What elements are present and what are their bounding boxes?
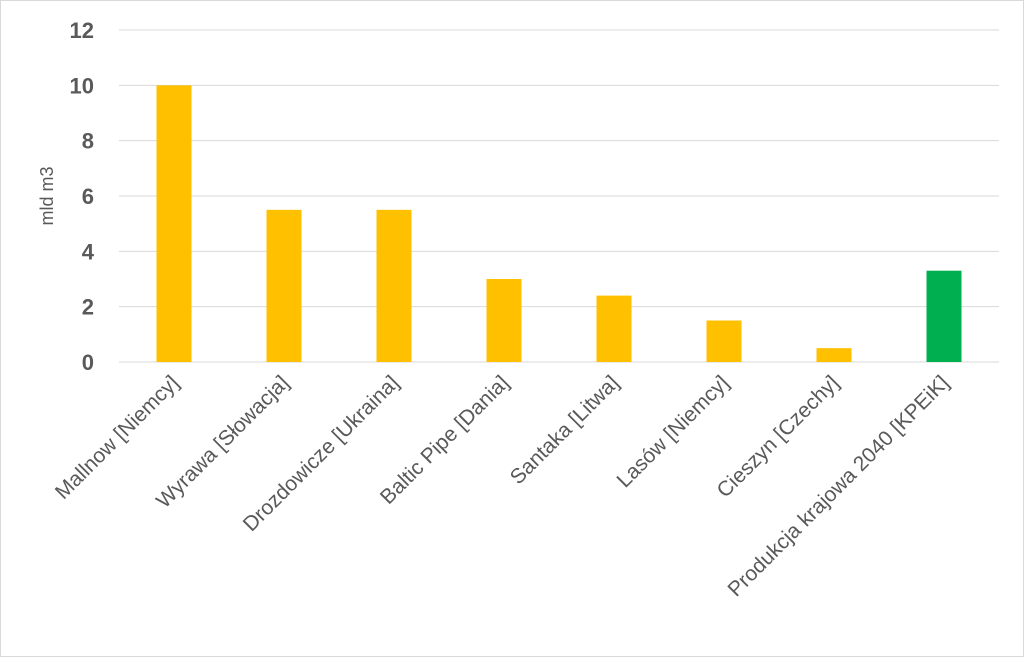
bar	[596, 295, 632, 362]
y-tick-label: 6	[82, 184, 94, 209]
bars	[156, 85, 962, 362]
y-tick-label: 10	[70, 73, 94, 98]
bar	[376, 209, 412, 362]
bar	[486, 279, 522, 362]
bar	[266, 209, 302, 362]
y-tick-label: 8	[82, 129, 94, 154]
gridlines	[119, 29, 999, 363]
x-tick-label: Lasów [Niemcy]	[612, 371, 733, 492]
x-tick-label: Santaka [Litwa]	[506, 371, 624, 489]
x-tick-label: Cieszyn [Czechy]	[713, 371, 844, 502]
bar	[816, 348, 852, 362]
y-axis-ticks: 0 2 4 6 8 10 12	[70, 18, 95, 375]
y-tick-label: 2	[82, 295, 94, 320]
y-tick-label: 12	[70, 18, 94, 43]
y-tick-label: 4	[82, 239, 95, 264]
bar	[156, 85, 192, 362]
x-tick-label: Produkcja krajowa 2040 [KPEiK]	[723, 371, 953, 601]
y-axis-label: mld m3	[37, 166, 57, 225]
bar	[926, 270, 962, 362]
y-tick-label: 0	[82, 350, 94, 375]
x-axis-ticks: Mallnow [Niemcy]Wyrawa [Słowacja]Drozdow…	[51, 371, 954, 601]
bar	[706, 320, 742, 362]
